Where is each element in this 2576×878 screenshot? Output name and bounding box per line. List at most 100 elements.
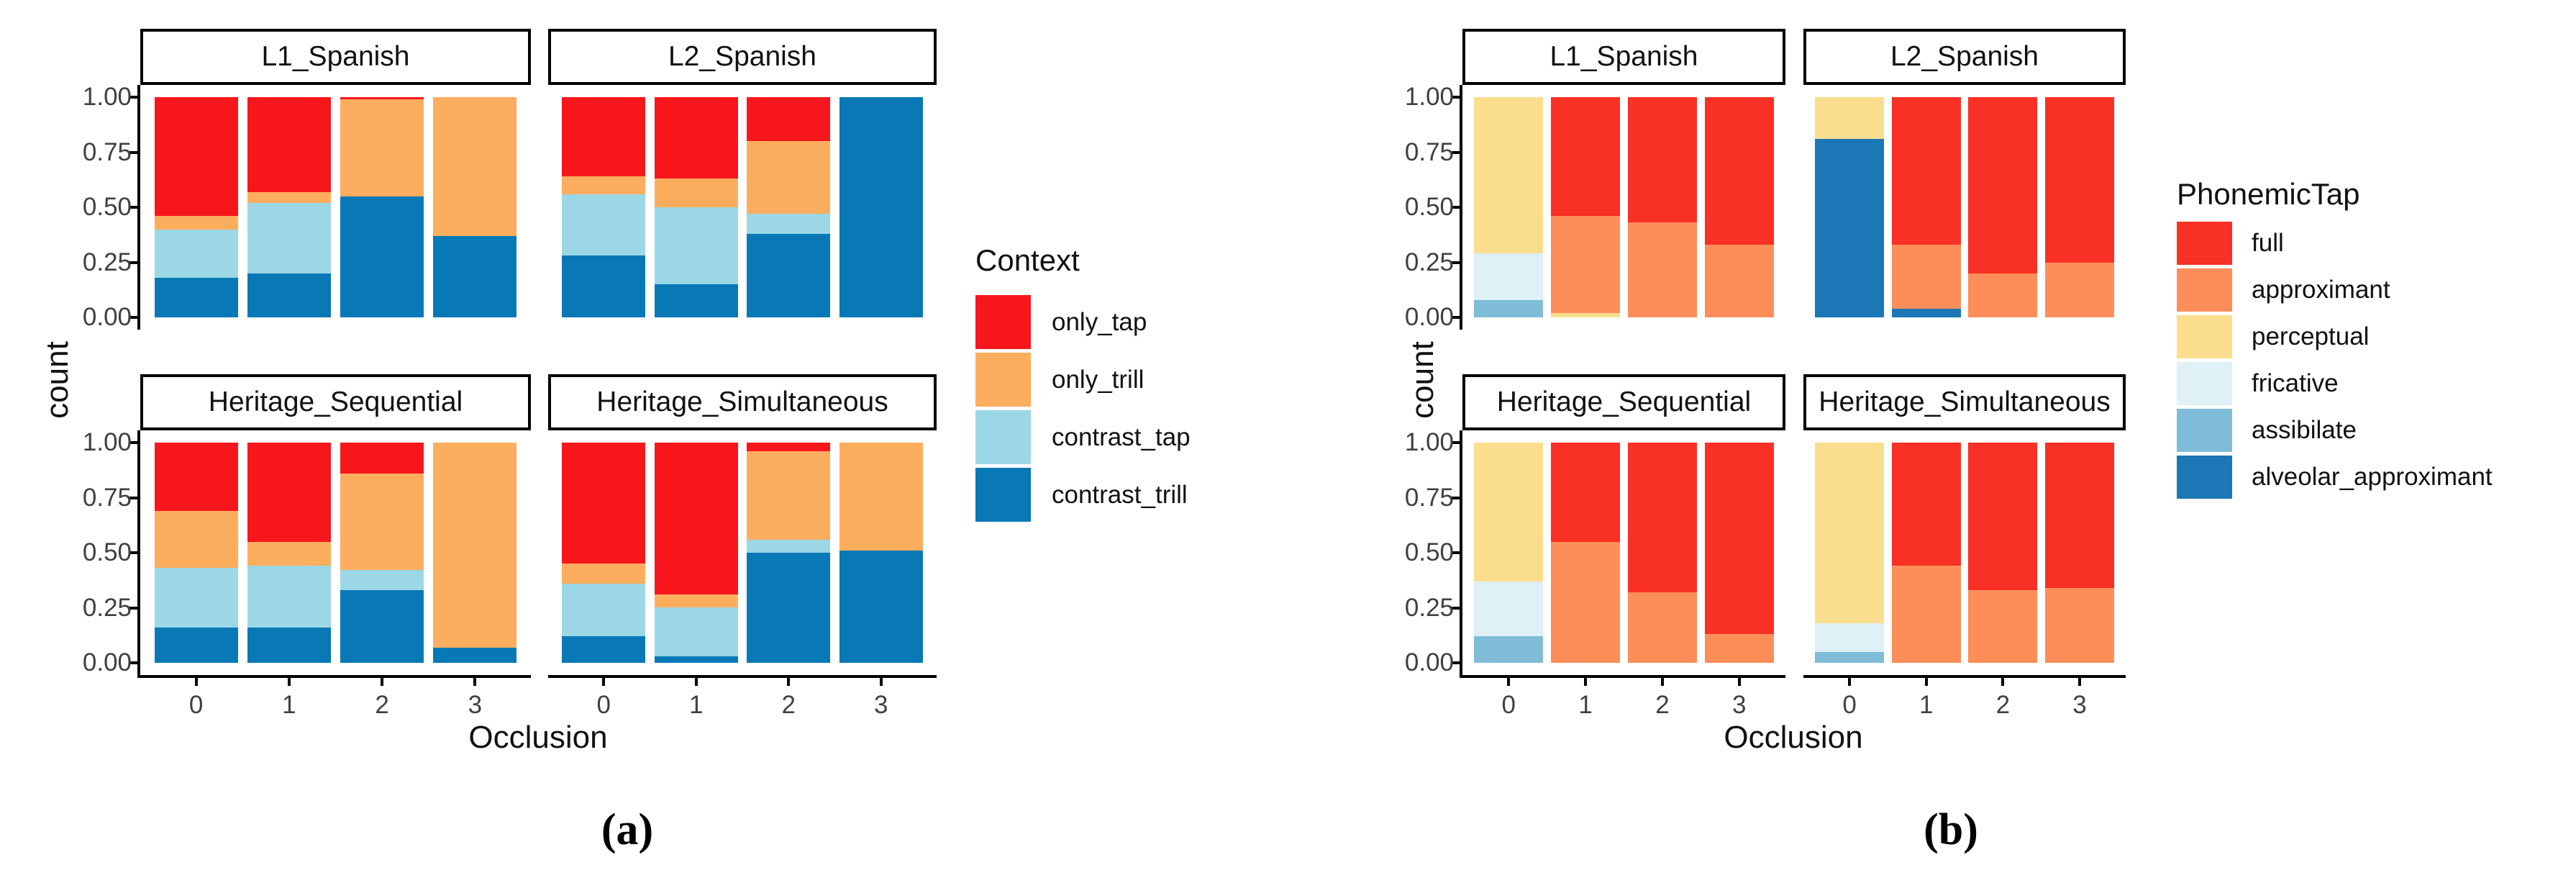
x-tick-label: 0 xyxy=(1842,691,1857,719)
bar-segment-approximant xyxy=(1551,216,1621,313)
bar-segment-only_trill xyxy=(154,216,238,230)
y-tick-label: 0.25 xyxy=(1404,593,1454,622)
facet-label: Heritage_Sequential xyxy=(208,386,463,417)
bar xyxy=(340,97,424,317)
bar xyxy=(433,97,517,317)
legend-swatch-alveolar_approximant xyxy=(2177,456,2232,499)
bar xyxy=(1627,97,1697,317)
bar-segment-full xyxy=(1891,97,1961,245)
x-tick-label: 1 xyxy=(689,691,704,719)
facet-strip: L1_Spanish xyxy=(1462,29,1785,85)
facet-strip: Heritage_Sequential xyxy=(1462,374,1785,430)
y-tick xyxy=(1452,496,1460,499)
facet-label: Heritage_Sequential xyxy=(1496,386,1752,417)
bar xyxy=(747,443,831,663)
x-tick-label: 2 xyxy=(781,691,796,719)
axis-title-x: Occlusion xyxy=(1724,720,1863,755)
bar-segment-fricative xyxy=(1815,623,1884,652)
bar-segment-approximant xyxy=(2045,262,2114,317)
bar-segment-alveolar_approximant xyxy=(1815,139,1884,317)
y-tick xyxy=(1452,96,1460,99)
y-tick-label: 0.75 xyxy=(82,137,132,166)
bar-segment-contrast_tap xyxy=(562,583,645,637)
bar xyxy=(154,443,238,663)
bar-segment-contrast_trill xyxy=(562,636,645,663)
bar-segment-contrast_trill xyxy=(433,235,517,317)
x-tick-label: 0 xyxy=(188,691,204,719)
x-tick-label: 1 xyxy=(282,691,296,719)
axis-title-x: Occlusion xyxy=(468,720,608,755)
bar-segment-only_trill xyxy=(433,97,517,236)
bar-segment-contrast_tap xyxy=(154,229,238,278)
bar xyxy=(154,97,238,317)
x-tick-label: 3 xyxy=(2072,691,2087,719)
bar-segment-only_tap xyxy=(747,443,831,452)
bar-segment-fricative xyxy=(1474,253,1544,300)
y-tick-label: 0.75 xyxy=(1404,137,1454,166)
bar xyxy=(747,97,831,317)
bar xyxy=(247,443,331,663)
legend-label-only_tap: only_tap xyxy=(1052,307,1147,336)
bar xyxy=(1815,443,1884,663)
bar-segment-full xyxy=(2045,97,2114,263)
bar xyxy=(1704,97,1774,317)
bar-segment-contrast_tap xyxy=(654,607,738,656)
bar-segment-alveolar_approximant xyxy=(1891,308,1961,317)
bar xyxy=(1627,443,1697,663)
y-tick-label: 0.25 xyxy=(1404,248,1454,276)
x-tick-label: 2 xyxy=(1655,691,1670,719)
x-tick xyxy=(1660,678,1664,686)
bar-segment-only_tap xyxy=(340,97,424,100)
bar-segment-only_trill xyxy=(562,564,645,584)
legend-swatch-only_tap xyxy=(975,295,1031,349)
x-tick xyxy=(1584,678,1588,686)
x-tick-label: 0 xyxy=(1501,691,1516,719)
bar-segment-contrast_tap xyxy=(154,568,238,628)
bar-segment-only_trill xyxy=(654,178,738,207)
x-tick-label: 0 xyxy=(596,691,611,719)
axis-title-y: count xyxy=(1405,341,1440,419)
y-tick xyxy=(1452,261,1460,264)
x-tick xyxy=(473,678,477,686)
bar-segment-full xyxy=(1968,443,2038,591)
bar-segment-approximant xyxy=(1627,222,1697,317)
facet-label: Heritage_Simultaneous xyxy=(1819,386,2111,417)
legend-label-approximant: approximant xyxy=(2252,276,2390,304)
y-tick-label: 0.50 xyxy=(82,538,132,566)
y-tick xyxy=(1452,150,1460,154)
bar-segment-only_tap xyxy=(562,443,645,564)
bar-segment-only_trill xyxy=(340,99,424,196)
facet-label: L2_Spanish xyxy=(1890,41,2039,72)
bar-segment-only_tap xyxy=(654,97,738,179)
x-tick-label: 3 xyxy=(1732,691,1747,719)
legend-label-fricative: fricative xyxy=(2252,369,2339,397)
bar xyxy=(1704,443,1774,663)
y-tick xyxy=(129,606,137,610)
legend-title: PhonemicTap xyxy=(2177,177,2360,211)
legend-label-assibilate: assibilate xyxy=(2252,416,2357,444)
bar-segment-contrast_trill xyxy=(654,656,738,663)
y-tick-label: 1.00 xyxy=(82,428,132,456)
bar xyxy=(562,97,645,317)
bar xyxy=(839,97,923,317)
x-axis-line xyxy=(1460,675,1785,678)
bar-segment-full xyxy=(1551,443,1621,542)
y-tick-label: 0.00 xyxy=(1404,303,1454,331)
bar-segment-full xyxy=(2045,443,2114,588)
bar-segment-perceptual xyxy=(1551,312,1621,317)
legend-label-perceptual: perceptual xyxy=(2252,322,2370,350)
legend-swatch-assibilate xyxy=(2177,409,2232,452)
y-tick-label: 1.00 xyxy=(82,83,132,111)
y-tick-label: 1.00 xyxy=(1404,428,1454,456)
bar-segment-full xyxy=(1704,443,1774,635)
legend-label-full: full xyxy=(2252,229,2284,257)
bar xyxy=(1551,443,1621,663)
bar-segment-perceptual xyxy=(1815,97,1884,140)
y-tick xyxy=(1452,606,1460,610)
y-tick-label: 0.50 xyxy=(1404,193,1454,221)
x-tick xyxy=(787,678,791,686)
bar-segment-approximant xyxy=(1891,566,1961,663)
legend-label-contrast_trill: contrast_trill xyxy=(1052,480,1188,509)
facet-strip: Heritage_Simultaneous xyxy=(548,374,937,430)
